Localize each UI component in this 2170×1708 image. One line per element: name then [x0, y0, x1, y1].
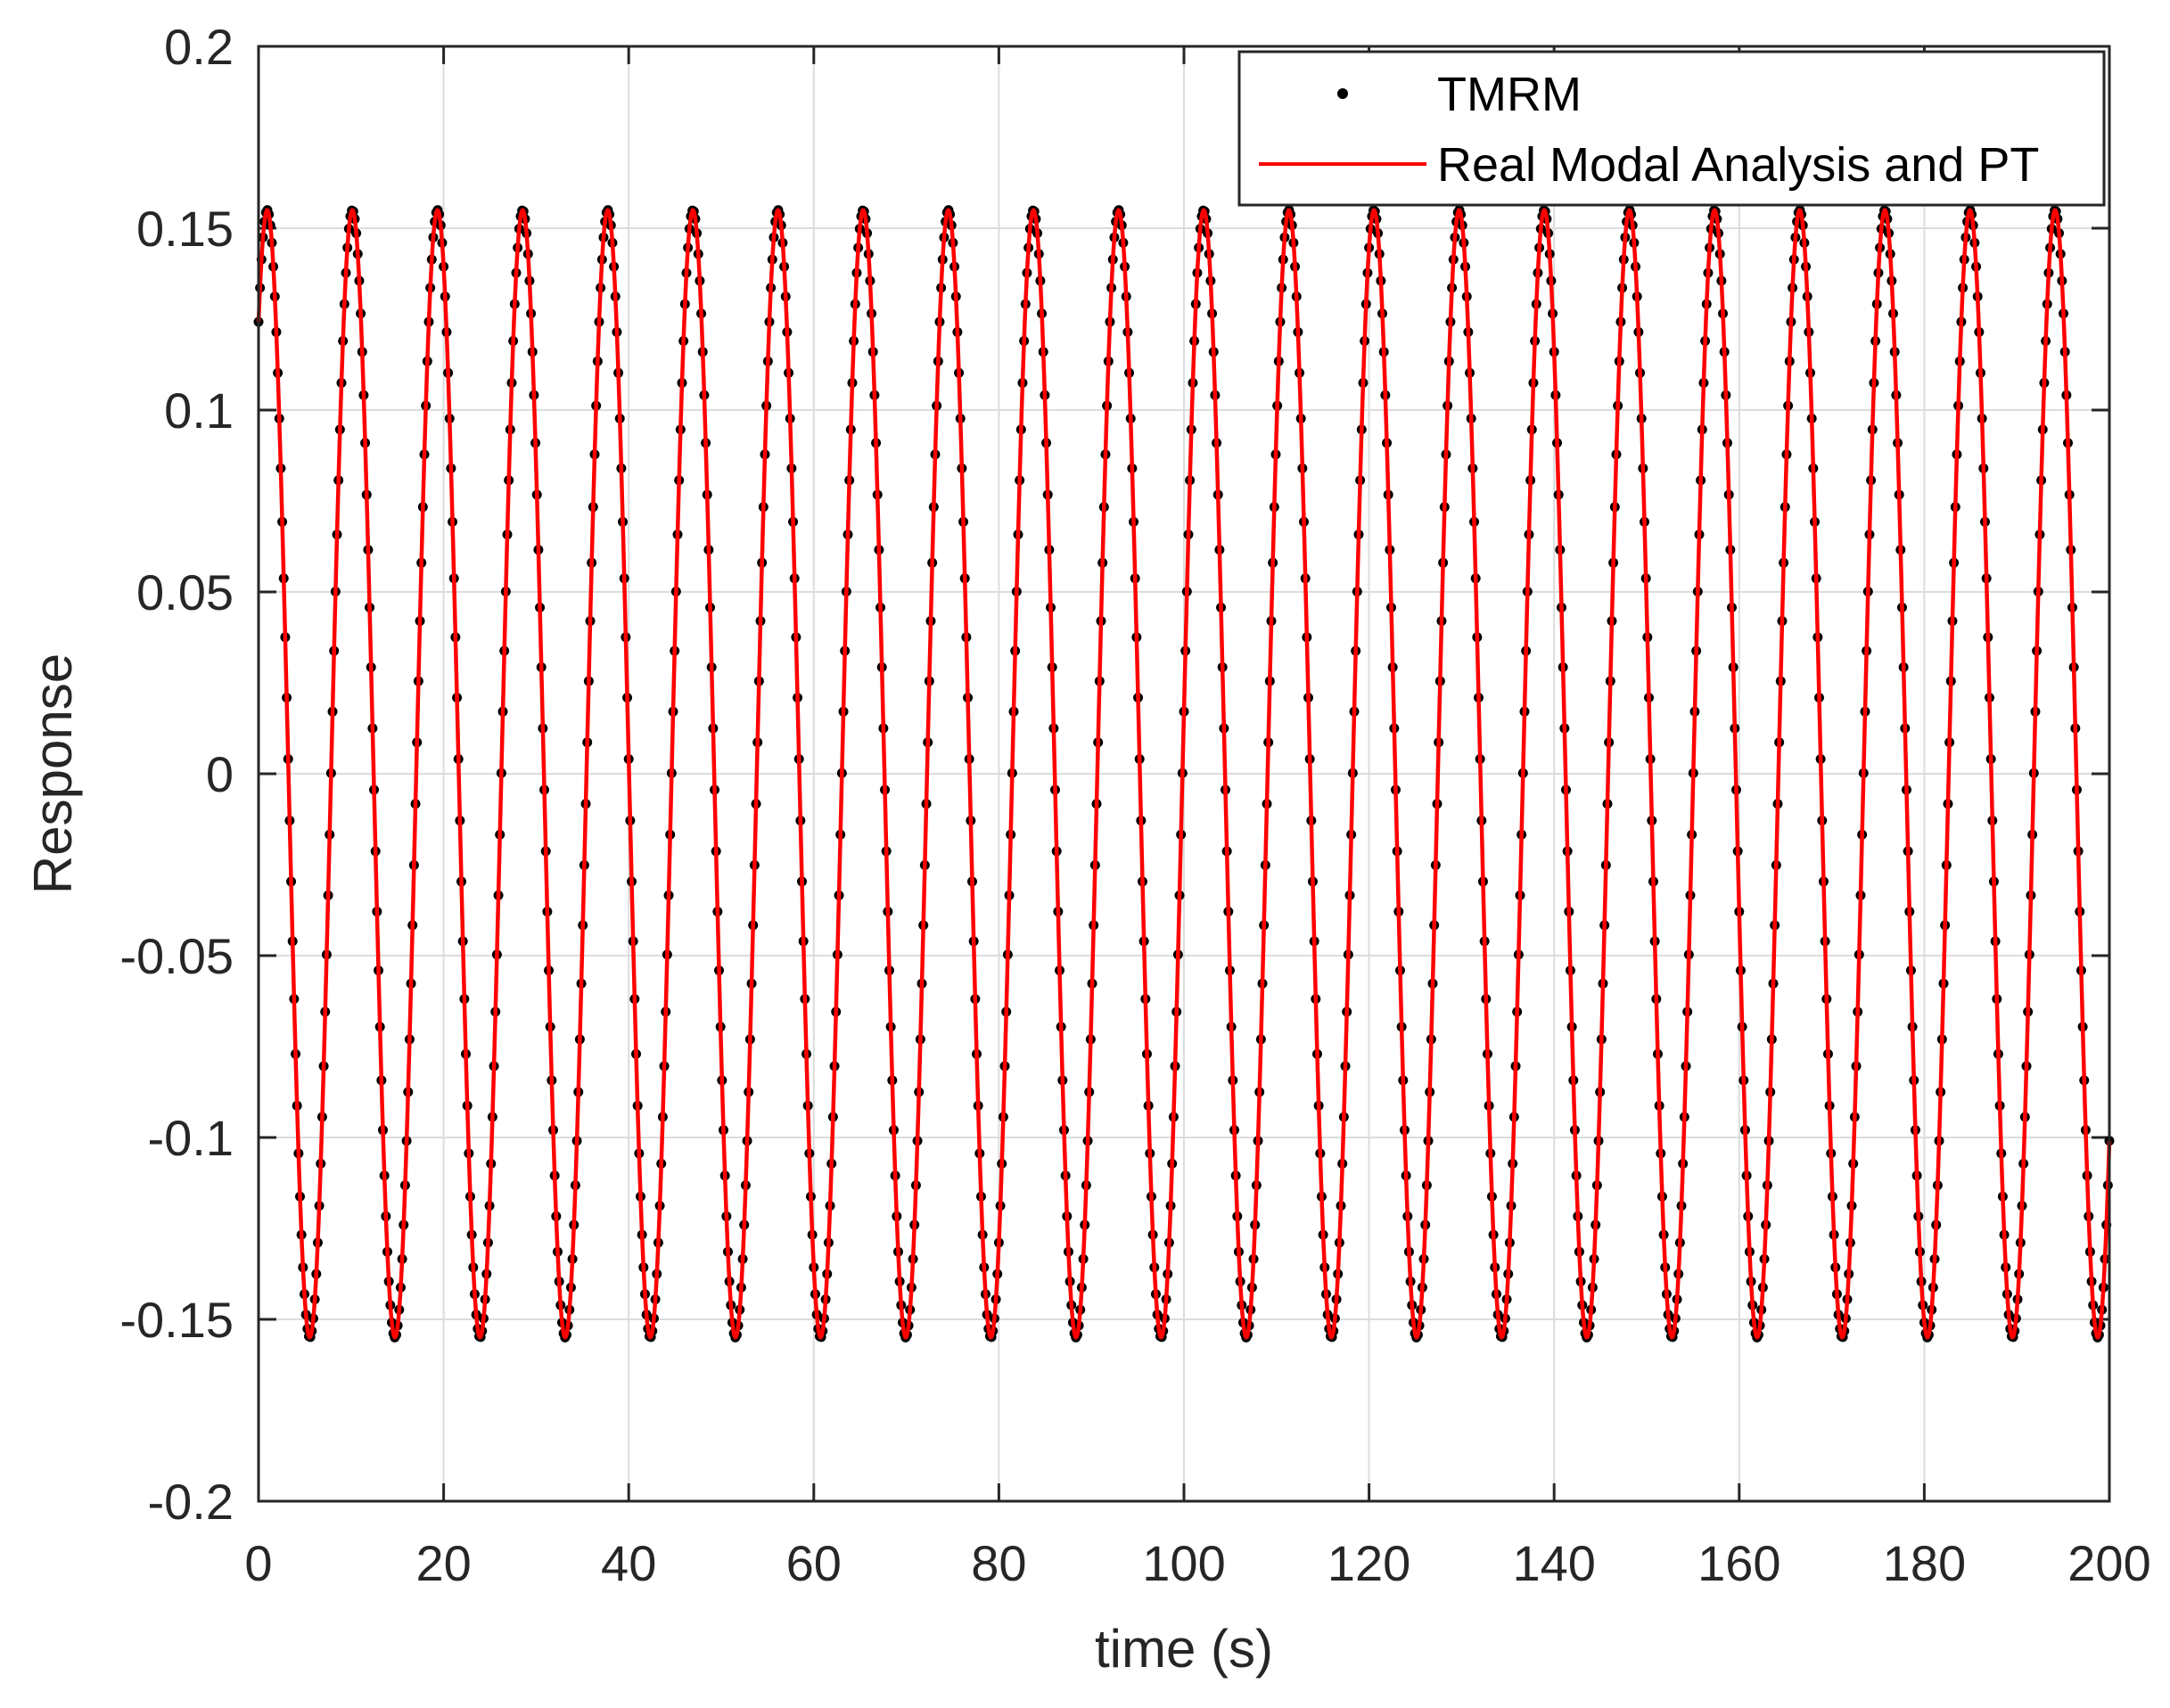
legend-label-tmrm: TMRM — [1437, 68, 1582, 121]
plot-area-frame — [257, 45, 2111, 1503]
y-tick-label: 0.05 — [136, 564, 234, 620]
y-tick-label: -0.15 — [119, 1292, 234, 1348]
y-tick-label: -0.1 — [148, 1110, 234, 1166]
y-tick-label: 0.2 — [164, 19, 234, 75]
x-tick-label: 120 — [1327, 1535, 1410, 1591]
x-tick-label: 80 — [971, 1535, 1026, 1591]
x-tick-label: 140 — [1512, 1535, 1595, 1591]
x-tick-label: 200 — [2067, 1535, 2150, 1591]
y-tick-label: 0.1 — [164, 382, 234, 439]
series-real-modal-analysis-and-pt — [256, 208, 2112, 1340]
x-axis-title: time (s) — [1095, 1619, 1273, 1679]
x-tick-label: 160 — [1697, 1535, 1780, 1591]
x-tick-label: 100 — [1142, 1535, 1225, 1591]
y-axis-title: Response — [23, 653, 83, 894]
x-tick-label: 0 — [244, 1535, 272, 1591]
y-tick-label: 0.15 — [136, 201, 234, 257]
y-tick-label: -0.2 — [148, 1474, 234, 1530]
x-tick-label: 180 — [1883, 1535, 1966, 1591]
tick-labels: 0 20 40 60 80 100 120 140 160 180 200 -0.2 -0.15 -0.1… — [119, 19, 2150, 1591]
x-tick-label: 20 — [415, 1535, 471, 1591]
y-tick-label: 0 — [206, 746, 234, 802]
legend-label-real-modal-analysis-and-pt: Real Modal Analysis and PT — [1437, 138, 2039, 192]
x-tick-label: 40 — [601, 1535, 656, 1591]
legend: TMRM Real Modal Analysis and PT — [1237, 50, 2106, 207]
x-tick-label: 60 — [786, 1535, 842, 1591]
legend-marker-tmrm — [1337, 88, 1348, 99]
legend-box — [1237, 50, 2106, 207]
y-tick-label: -0.05 — [119, 928, 234, 984]
series-layer — [253, 205, 2115, 1343]
